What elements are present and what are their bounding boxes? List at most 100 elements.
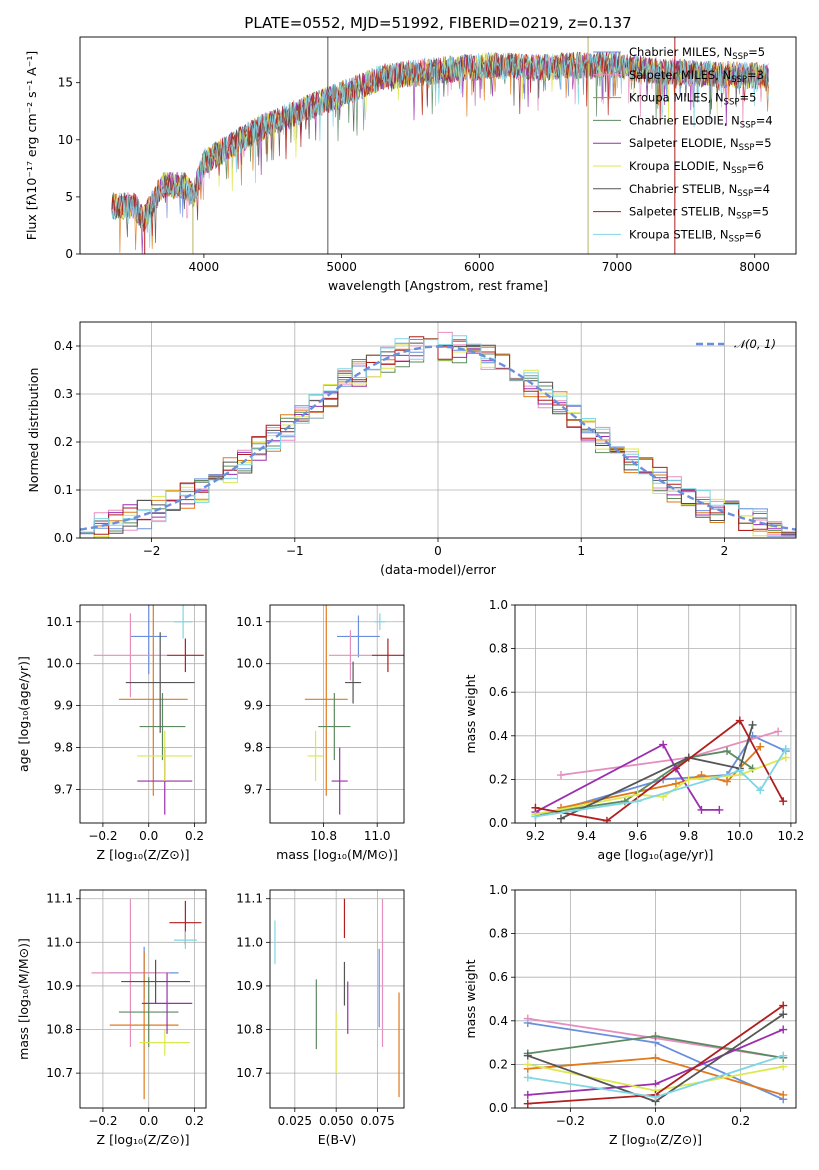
massweight-marker-salpeter-stelib xyxy=(779,1001,788,1010)
y-tick-label: 9.7 xyxy=(244,782,263,796)
spectrum-line-salpeter-stelib xyxy=(111,51,769,237)
figure-title: PLATE=0552, MJD=51992, FIBERID=0219, z=0… xyxy=(244,14,631,32)
x-tick-label: −1 xyxy=(286,544,304,558)
grid xyxy=(80,605,206,823)
massweight-marker-chabrier-elodie xyxy=(651,1032,660,1041)
y-axis-label: mass weight xyxy=(463,959,478,1038)
x-tick-label: 1 xyxy=(577,544,585,558)
x-tick-label: 0.0 xyxy=(139,1114,158,1128)
legend-entry: Chabrier STELIB, NSSP=4 xyxy=(629,182,770,199)
y-tick-label: 10.0 xyxy=(236,657,263,671)
y-tick-label: 10.1 xyxy=(236,615,263,629)
y-tick-label: 0.6 xyxy=(489,685,508,699)
x-tick-label: −0.2 xyxy=(88,829,117,843)
gaussian-curve xyxy=(80,345,796,531)
y-tick-label: 11.1 xyxy=(236,892,263,906)
legend-entry: Salpeter STELIB, NSSP=5 xyxy=(629,205,769,222)
axes: 0.025 0.050 0.075 10.7 10.8 10.9 11.0 11.1 E(B-V… xyxy=(236,889,405,1147)
legend-entry: Chabrier ELODIE, NSSP=4 xyxy=(629,113,773,130)
y-tick-label: 11.0 xyxy=(46,935,73,949)
spectrum-panel: 4000 5000 6000 7000 8000 0 5 10 15 wavelength [An… xyxy=(24,36,797,293)
histogram-salpeter-stelib xyxy=(80,336,796,535)
y-tick-label: 15 xyxy=(58,76,73,90)
x-tick-label: 0.0 xyxy=(646,1114,665,1128)
massweight-line-kroupa-elodie xyxy=(535,756,787,816)
axes-frame xyxy=(269,889,405,1109)
massweight-marker-salpeter-elodie xyxy=(523,1090,532,1099)
y-tick-label: 11.1 xyxy=(46,892,73,906)
plot-area xyxy=(523,1001,788,1108)
y-tick-label: 0.3 xyxy=(54,387,73,401)
legend-entry: Kroupa ELODIE, NSSP=6 xyxy=(629,159,764,176)
x-tick-label: 0.2 xyxy=(185,829,204,843)
legend-entry: Kroupa MILES, NSSP=5 xyxy=(629,91,756,108)
legend-entry: Chabrier MILES, NSSP=5 xyxy=(629,45,765,62)
grid xyxy=(515,889,796,1109)
x-tick-label: 0 xyxy=(434,544,442,558)
x-axis-label: E(B-V) xyxy=(318,1132,357,1147)
massweight-marker-kroupa-miles xyxy=(651,1053,660,1062)
residuals-legend: 𝒩(0, 1) xyxy=(696,337,776,351)
massweight-marker-chabrier-stelib xyxy=(779,1010,788,1019)
massweight-marker-salpeter-elodie xyxy=(697,805,706,814)
y-tick-label: 9.9 xyxy=(244,699,263,713)
x-tick-label: 0.025 xyxy=(278,1114,312,1128)
massweight-marker-kroupa-stelib xyxy=(781,744,790,753)
y-tick-label: 0 xyxy=(65,247,73,261)
massweight-marker-salpeter-miles xyxy=(556,771,565,780)
massweight-marker-kroupa-elodie xyxy=(684,775,693,784)
x-tick-label: −2 xyxy=(143,544,161,558)
massweight-marker-kroupa-elodie xyxy=(781,753,790,762)
axes-frame xyxy=(79,36,797,255)
plot-area xyxy=(93,605,204,815)
x-tick-label: 10.0 xyxy=(726,829,753,843)
y-tick-label: 0.2 xyxy=(54,435,73,449)
y-tick-label: 10.7 xyxy=(236,1066,263,1080)
massweight-marker-salpeter-stelib xyxy=(735,716,744,725)
massweight-marker-kroupa-miles xyxy=(671,779,680,788)
massweight-marker-kroupa-stelib xyxy=(735,766,744,775)
y-axis-label: Flux [fλ10⁻¹⁷ erg cm⁻² s⁻¹ A⁻¹] xyxy=(24,51,39,240)
massweight-marker-salpeter-miles xyxy=(774,727,783,736)
y-tick-label: 0.0 xyxy=(489,1101,508,1115)
y-tick-label: 10.9 xyxy=(236,979,263,993)
x-tick-label: 0.075 xyxy=(360,1114,394,1128)
massweight-marker-chabrier-elodie xyxy=(723,747,732,756)
axes-frame xyxy=(514,604,797,824)
histogram-salpeter-miles xyxy=(80,331,796,537)
x-tick-label: −0.2 xyxy=(556,1114,585,1128)
massweight-marker-salpeter-elodie xyxy=(715,805,724,814)
y-tick-label: 0.0 xyxy=(54,531,73,545)
massweight-marker-salpeter-stelib xyxy=(531,803,540,812)
y-tick-label: 0.2 xyxy=(489,772,508,786)
x-tick-label: 7000 xyxy=(602,260,633,274)
mass-vs-ebv-panel: 0.025 0.050 0.075 10.7 10.8 10.9 11.0 11.1 E(B-V… xyxy=(236,889,405,1147)
y-tick-label: 10.8 xyxy=(46,1023,73,1037)
grid xyxy=(80,890,206,1108)
grid xyxy=(270,605,404,823)
y-tick-label: 9.9 xyxy=(54,699,73,713)
x-tick-label: 4000 xyxy=(189,260,220,274)
residuals-panel: −2 −1 0 1 2 0.0 0.1 0.2 0.3 0.4 (data-model)/error… xyxy=(26,321,797,577)
massweight-marker-kroupa-stelib xyxy=(633,797,642,806)
mass-vs-metallicity-panel: −0.2 0.0 0.2 10.7 10.8 10.9 11.0 11.1 Z [log₁₀(Z… xyxy=(16,889,207,1147)
y-axis-label: mass [log₁₀(M/M⊙)] xyxy=(16,938,31,1060)
axes: −0.2 0.0 0.2 0.0 0.2 0.4 0.6 0.8 1.0 Z [log₁₀(Z/Z… xyxy=(463,883,797,1147)
x-axis-label: (data-model)/error xyxy=(380,562,497,577)
axes: 4000 5000 6000 7000 8000 0 5 10 15 wavelength [An… xyxy=(24,36,797,293)
axes-frame xyxy=(79,604,207,824)
x-tick-label: 10.2 xyxy=(778,829,805,843)
x-axis-label: mass [log₁₀(M/M⊙)] xyxy=(276,847,398,862)
massweight-marker-kroupa-stelib xyxy=(651,1093,660,1102)
massweight-marker-kroupa-elodie xyxy=(779,1062,788,1071)
axes: −2 −1 0 1 2 0.0 0.1 0.2 0.3 0.4 (data-model)/error… xyxy=(26,321,797,577)
massweight-marker-kroupa-stelib xyxy=(523,1073,532,1082)
massweight-marker-kroupa-miles xyxy=(723,777,732,786)
y-tick-label: 0.4 xyxy=(54,339,73,353)
plot-area xyxy=(111,37,769,254)
y-tick-label: 0.4 xyxy=(489,1014,508,1028)
spectrum-line-kroupa-stelib xyxy=(111,51,769,248)
x-tick-label: 6000 xyxy=(464,260,495,274)
massweight-line-salpeter-miles xyxy=(560,730,779,776)
legend-entry: 𝒩(0, 1) xyxy=(734,337,776,351)
